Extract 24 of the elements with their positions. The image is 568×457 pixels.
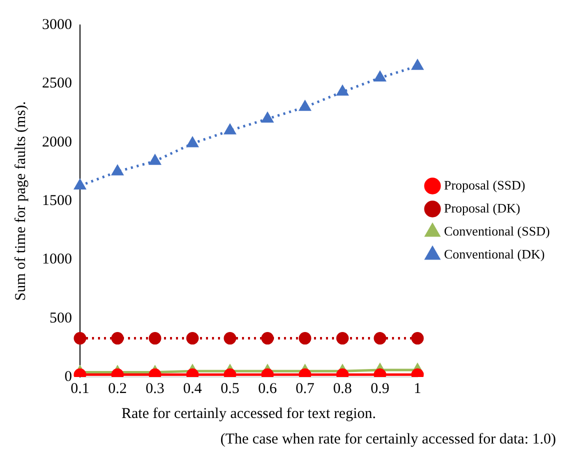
- legend-label: Proposal (SSD): [444, 177, 526, 192]
- y-tick-label: 0: [64, 368, 72, 385]
- x-tick-label: 0.7: [296, 380, 315, 397]
- x-tick-label: 0.4: [183, 380, 202, 397]
- x-tick-label: 1: [414, 380, 422, 397]
- text: (The case when rate for certainly accessed for data: 1.0): [220, 431, 556, 448]
- y-tick-label: 3000: [42, 16, 72, 33]
- legend-label: Conventional (DK): [444, 246, 545, 262]
- x-axis-title: Rate for certainly accessed for text region.: [122, 406, 376, 422]
- x-tick-label: 0.6: [258, 380, 278, 397]
- y-tick-label: 500: [50, 310, 72, 326]
- x-tick-label: 0.9: [370, 380, 390, 397]
- x-tick-label: 0.2: [108, 380, 127, 397]
- y-tick-label: 1500: [42, 192, 72, 209]
- x-tick-label: 0.8: [333, 380, 352, 397]
- x-tick-label: 0.3: [146, 380, 164, 397]
- y-axis-title: Sum of time for page faults (ms).: [12, 101, 29, 301]
- y-tick-label: 2000: [42, 134, 72, 150]
- legend-label: Proposal (DK): [444, 200, 520, 216]
- y-tick-label: 1000: [42, 252, 72, 268]
- legend-label: Conventional (SSD): [444, 223, 550, 238]
- x-tick-label: 0.5: [220, 380, 240, 397]
- y-tick-label: 2500: [42, 76, 72, 92]
- x-tick-label: 0.1: [70, 380, 90, 397]
